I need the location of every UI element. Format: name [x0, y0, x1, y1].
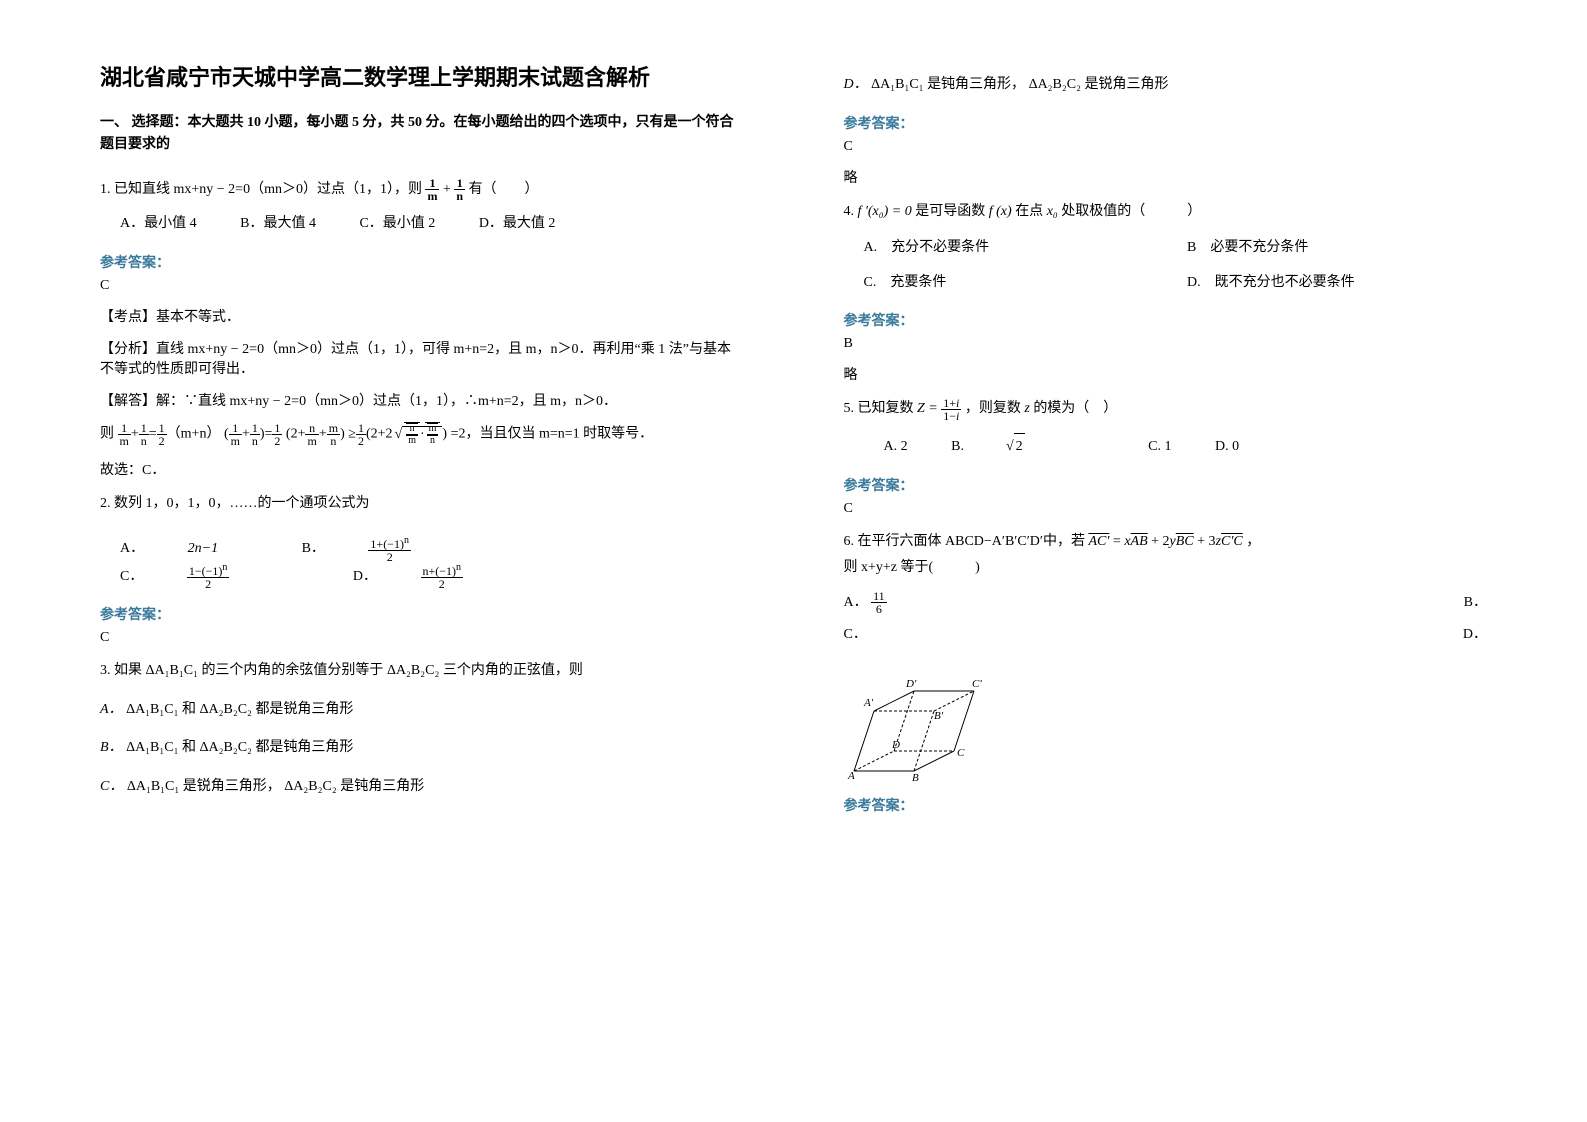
q2-ans: C: [100, 630, 744, 646]
lbl-Bp: B': [934, 710, 944, 722]
parallelepiped-diagram: A B C D A' B' C' D': [844, 661, 984, 781]
q3-ans: C: [844, 139, 1488, 155]
q5-ans: C: [844, 501, 1488, 517]
q4-opt-b: B 必要不充分条件: [1187, 235, 1308, 262]
q3-a: 3. 如果: [100, 663, 142, 678]
ref-label-6: 参考答案：: [844, 795, 1488, 815]
ref-label-3: 参考答案：: [844, 113, 1488, 133]
q3-opt-d: D． ΔA₁B₁C₁ 是钝角三角形， ΔA₂B₂C₂ 是锐角三角形: [844, 72, 1488, 99]
ref-label-5: 参考答案：: [844, 475, 1488, 495]
q3-b: 的三个内角的余弦值分别等于: [201, 663, 383, 678]
q6-opt-b: B．: [1464, 590, 1487, 617]
q5-opt-a: A. 2: [884, 434, 908, 461]
q5: 5. 已知复数 Z = 1+i1−i ，则复数 z 的模为（ ） A. 2 B.…: [844, 396, 1488, 460]
q1-stem-b: 有（ ）: [469, 182, 539, 197]
lbl-Ap: A': [863, 697, 874, 709]
doc-title: 湖北省咸宁市天城中学高二数学理上学期期末试题含解析: [100, 60, 744, 92]
q6: 6. 在平行六面体 ABCD−A′B′C′D′中，若 AC′ = xAB + 2…: [844, 529, 1488, 649]
q3-opt-b: B． ΔA₁B₁C₁ 和 ΔA₂B₂C₂ 都是钝角三角形: [100, 735, 744, 762]
q1-opt-c: C．最小值 2: [359, 211, 435, 238]
q4-opt-c: C. 充要条件: [864, 270, 1144, 297]
lbl-D: D: [891, 739, 900, 751]
frac-1m: 1m: [425, 177, 439, 202]
q2-stem: 2. 数列 1，0，1，0，……的一个通项公式为: [100, 496, 370, 511]
q6-line2: 则 x+y+z 等于( ): [844, 555, 1488, 582]
q3-opt-a: A． ΔA₁B₁C₁ 和 ΔA₂B₂C₂ 都是锐角三角形: [100, 697, 744, 724]
ref-label-4: 参考答案：: [844, 310, 1488, 330]
q3-c: 三个内角的正弦值，则: [443, 663, 583, 678]
section-1-head: 一、 选择题：本大题共 10 小题，每小题 5 分，共 50 分。在每小题给出的…: [100, 112, 744, 157]
tri2: ΔA₂B₂C₂: [387, 663, 439, 678]
q2-opt-b: B． 1+(−1)n2: [302, 536, 491, 563]
ref-label-2: 参考答案：: [100, 604, 744, 624]
q2-opt-d: D． n+(−1)n2: [353, 563, 543, 590]
q4: 4. f '(x₀) = 0 是可导函数 f (x) 在点 x₀ 处取极值的（ …: [844, 199, 1488, 297]
q3-略: 略: [844, 167, 1488, 187]
lbl-Cp: C': [972, 678, 982, 690]
q6-opt-c: C．: [844, 622, 867, 649]
frac-1n: 1n: [454, 177, 465, 202]
q2-opt-a: A． 2n−1: [120, 536, 258, 563]
q1-opts: A．最小值 4 B．最大值 4 C．最小值 2 D．最大值 2: [120, 211, 744, 238]
q1-so: 故选：C．: [100, 459, 744, 479]
q4-ans: B: [844, 336, 1488, 352]
q1-opt-d: D．最大值 2: [479, 211, 556, 238]
q6-opt-a: A． 116: [844, 590, 887, 617]
tri1: ΔA₁B₁C₁: [146, 663, 198, 678]
q5-opt-c: C. 1: [1148, 434, 1171, 461]
q1-opt-a: A．最小值 4: [120, 211, 197, 238]
q2-opt-c: C． 1−(−1)n2: [120, 563, 309, 590]
q1-fenxi: 【分析】直线 mx+ny − 2=0（mn＞0）过点（1，1），可得 m+n=2…: [100, 338, 744, 378]
q6-opt-d: D．: [1463, 622, 1487, 649]
q1-kaodian: 【考点】基本不等式．: [100, 306, 744, 326]
lbl-C: C: [957, 747, 965, 759]
lbl-A: A: [847, 770, 855, 781]
q1-ans: C: [100, 278, 744, 294]
lbl-Dp: D': [905, 678, 917, 690]
q3-opt-c: C． ΔA₁B₁C₁ 是锐角三角形， ΔA₂B₂C₂ 是钝角三角形: [100, 774, 744, 801]
q4-opt-a: A. 充分不必要条件: [864, 235, 1144, 262]
ref-label: 参考答案：: [100, 252, 744, 272]
q4-略: 略: [844, 364, 1488, 384]
q1-sol2-suffix: =2，当且仅当 m=n=1 时取等号．: [451, 427, 654, 442]
q2: 2. 数列 1，0，1，0，……的一个通项公式为 A． 2n−1 B． 1+(−…: [100, 491, 744, 590]
q1-opt-b: B．最大值 4: [240, 211, 316, 238]
q5-opt-d: D. 0: [1215, 434, 1239, 461]
q3: 3. 如果 ΔA₁B₁C₁ 的三个内角的余弦值分别等于 ΔA₂B₂C₂ 三个内角…: [100, 658, 744, 685]
q1-stem-a: 1. 已知直线 mx+ny − 2=0（mn＞0）过点（1，1），则: [100, 182, 422, 197]
q1-sol1: 【解答】解：∵直线 mx+ny − 2=0（mn＞0）过点（1，1），∴m+n=…: [100, 390, 744, 410]
q4-opt-d: D. 既不充分也不必要条件: [1187, 270, 1355, 297]
q5-opt-b: B. 2: [951, 433, 1105, 461]
lbl-B: B: [912, 772, 919, 781]
q1-sol2: 则 1m+1n=12（m+n） (1m+1n)=12 (2+nm+mn) ≥12…: [100, 422, 744, 447]
q1: 1. 已知直线 mx+ny − 2=0（mn＞0）过点（1，1），则 1m + …: [100, 177, 744, 238]
